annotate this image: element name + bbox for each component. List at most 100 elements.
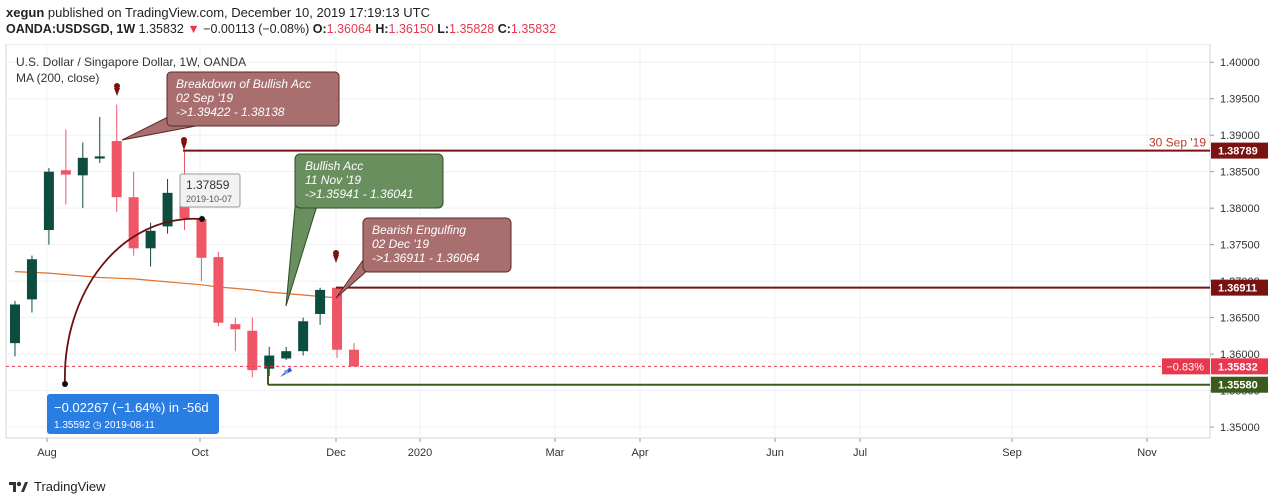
publisher-line: xegun published on TradingView.com, Dece…: [6, 5, 430, 20]
brand-name[interactable]: TradingView: [34, 479, 106, 494]
publisher-user[interactable]: xegun: [6, 5, 45, 20]
callout-bearish-line-3: ->1.36911 - 1.36064: [372, 251, 480, 265]
callout-bearish-line-1: Bearish Engulfing: [372, 223, 466, 237]
level-price-tag: 1.36911: [1211, 279, 1268, 296]
footer: TradingView: [0, 470, 1274, 502]
candle-body: [247, 330, 258, 371]
x-tick-label: Aug: [37, 447, 57, 459]
publisher-info: published on TradingView.com, December 1…: [47, 5, 430, 20]
y-tick-label: 1.37500: [1220, 240, 1260, 252]
x-tick-label: Mar: [546, 447, 565, 459]
ma-200-line: [14, 271, 338, 299]
x-tick-label: Jul: [853, 447, 867, 459]
candle-body: [315, 289, 326, 314]
level-price-tag: 1.35832: [1211, 358, 1268, 375]
level-price-tag: 1.35580: [1211, 376, 1268, 393]
candle-body: [298, 321, 309, 352]
callout-bearish-line-2: 02 Dec '19: [372, 237, 429, 251]
candle-body: [162, 192, 173, 227]
y-tick-label: 1.36000: [1220, 349, 1260, 361]
y-tick-label: 1.35000: [1220, 422, 1260, 434]
level-price-tag-bg: [1211, 376, 1268, 393]
candle-body: [60, 170, 71, 175]
level-price-tag: 1.38789: [1211, 142, 1268, 159]
candle-body: [332, 287, 343, 350]
chart-title: U.S. Dollar / Singapore Dollar, 1W, OAND…: [16, 55, 246, 69]
callout-bullish-line-3: ->1.35941 - 1.36041: [305, 187, 413, 201]
level-price-label: 1.38789: [1218, 146, 1258, 158]
open-label: O:: [312, 22, 327, 36]
y-tick-label: 1.38500: [1220, 167, 1260, 179]
x-tick-label: Sep: [1002, 447, 1022, 459]
level-price-label: 1.36911: [1218, 283, 1257, 295]
x-tick-label: Jun: [766, 447, 784, 459]
candle-body: [10, 304, 20, 344]
candle-body: [111, 141, 122, 198]
level-price-label: 1.35580: [1218, 380, 1258, 392]
callout-breakdown-line-2: 02 Sep '19: [176, 91, 233, 105]
price-note-date: 2019-10-07: [186, 194, 232, 204]
high-label: H:: [375, 22, 389, 36]
change-percent-label: −0.83%: [1166, 361, 1204, 373]
measure-text: −0.02267 (−1.64%) in -56d: [54, 400, 209, 415]
symbol-label[interactable]: OANDA:USDSGD, 1W: [6, 22, 136, 36]
level-price-tag-bg: [1211, 279, 1268, 296]
chart-header: xegun published on TradingView.com, Dece…: [0, 0, 1274, 44]
moving-average-line: [14, 271, 338, 299]
candle-body: [26, 259, 37, 300]
callout-breakdown-line-1: Breakdown of Bullish Acc: [176, 77, 311, 91]
callout-breakdown-line-3: ->1.39422 - 1.38138: [176, 105, 285, 119]
open-value: 1.36064: [326, 22, 372, 36]
x-tick-label: 2020: [408, 447, 432, 459]
low-label: L:: [437, 22, 450, 36]
y-tick-label: 1.40000: [1220, 57, 1260, 69]
x-tick-label: Oct: [191, 447, 208, 459]
price-change: −0.00113 (−0.08%): [203, 22, 310, 36]
y-tick-label: 1.39000: [1220, 130, 1260, 142]
down-arrow-icon: ▼: [187, 22, 200, 36]
callout-bearish-engulfing[interactable]: Bearish Engulfing 02 Dec '19 ->1.36911 -…: [335, 217, 512, 299]
level-price-tag-bg: [1211, 358, 1268, 375]
callout-bullish-line-2: 11 Nov '19: [305, 173, 361, 187]
rocket-icon: [280, 367, 292, 377]
last-price: 1.35832: [138, 22, 184, 36]
change-percent-tag: [1162, 358, 1210, 375]
close-value: 1.35832: [510, 22, 557, 36]
candle-body: [349, 349, 359, 367]
y-tick-label: 1.38000: [1220, 203, 1260, 215]
callout-bullish-acc[interactable]: Bullish Acc 11 Nov '19 ->1.35941 - 1.360…: [285, 153, 444, 307]
price-chart[interactable]: 1.350001.355001.360001.365001.370001.375…: [0, 44, 1274, 470]
candle-body: [196, 219, 207, 258]
candle-body: [77, 157, 88, 176]
tradingview-logo-icon[interactable]: [8, 478, 30, 494]
x-tick-label: Nov: [1137, 447, 1157, 459]
ohlc-line: OANDA:USDSGD, 1W 1.35832 ▼ −0.00113 (−0.…: [6, 22, 556, 36]
candle-body: [230, 324, 241, 330]
candle-body: [43, 171, 54, 231]
signal-down-marker-icon-2: [181, 137, 187, 150]
grid-lines: [6, 44, 1210, 438]
candle-body: [145, 230, 156, 249]
measure-box[interactable]: −0.02267 (−1.64%) in -56d 1.35592 ◷ 2019…: [47, 394, 219, 434]
y-tick-label: 1.39500: [1220, 94, 1260, 106]
x-tick-label: Apr: [631, 447, 648, 459]
close-label: C:: [497, 22, 511, 36]
x-tick-label: Dec: [326, 447, 346, 459]
y-tick-label: 1.36500: [1220, 313, 1260, 325]
candle-body: [281, 351, 292, 359]
horizontal-levels[interactable]: 1.38789 30 Sep '19 1.36911 1.35580 1.35832 −0…: [6, 136, 1268, 393]
signal-down-marker-icon-1: [114, 83, 120, 96]
signal-down-marker-icon-3: [333, 250, 339, 263]
time-axis[interactable]: Aug Oct Dec 2020 Mar Apr Jun Jul Sep Nov: [37, 438, 1157, 459]
candle-body: [264, 355, 275, 369]
level-price-label: 1.35832: [1218, 361, 1258, 373]
candle-body: [94, 156, 105, 159]
measure-arc: [62, 216, 205, 387]
measure-subtext: 1.35592 ◷ 2019-08-11: [54, 420, 155, 431]
candle-body: [213, 257, 224, 323]
level-price-tag-bg: [1211, 142, 1268, 159]
price-note-value: 1.37859: [186, 178, 230, 192]
price-note[interactable]: 1.37859 2019-10-07: [179, 173, 241, 208]
callout-breakdown[interactable]: Breakdown of Bullish Acc 02 Sep '19 ->1.…: [121, 71, 340, 141]
low-value: 1.35828: [449, 22, 495, 36]
